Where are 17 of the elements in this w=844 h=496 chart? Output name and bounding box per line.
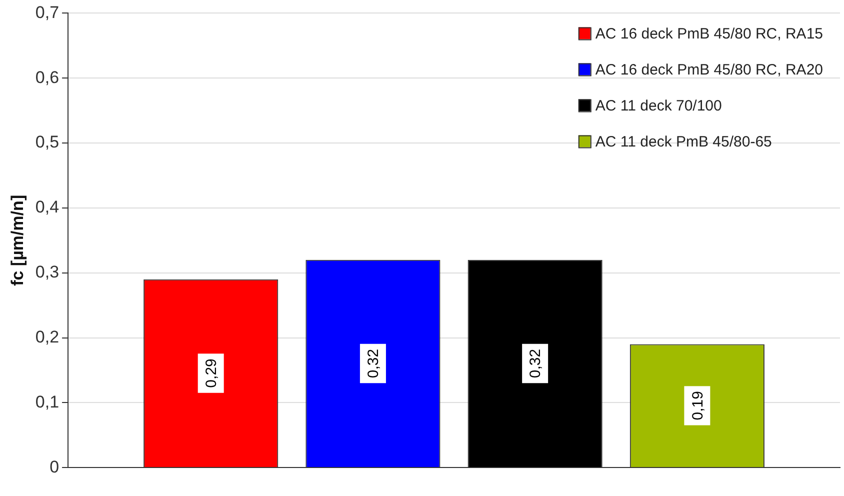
y-tick-label: 0,1: [35, 392, 60, 412]
data-label: 0,29: [202, 358, 220, 388]
y-tick-label: 0,4: [35, 198, 60, 217]
legend-label: AC 11 deck PmB 45/80-65: [595, 133, 772, 150]
y-axis-title: fc [µm/m/n]: [8, 194, 27, 286]
data-label: 0,32: [365, 348, 382, 378]
y-tick-label: 0: [50, 457, 60, 476]
data-label: 0,32: [527, 348, 544, 378]
legend-label: AC 16 deck PmB 45/80 RC, RA20: [595, 61, 823, 78]
y-tick-label: 0,6: [35, 68, 60, 87]
y-tick-label: 0,2: [35, 327, 60, 346]
y-tick-label: 0,7: [35, 2, 60, 22]
legend-label: AC 11 deck 70/100: [595, 97, 722, 114]
legend-label: AC 16 deck PmB 45/80 RC, RA15: [595, 25, 823, 42]
data-label: 0,19: [689, 391, 706, 420]
y-tick-label: 0,5: [35, 132, 60, 152]
y-tick-label: 0,3: [35, 262, 60, 282]
